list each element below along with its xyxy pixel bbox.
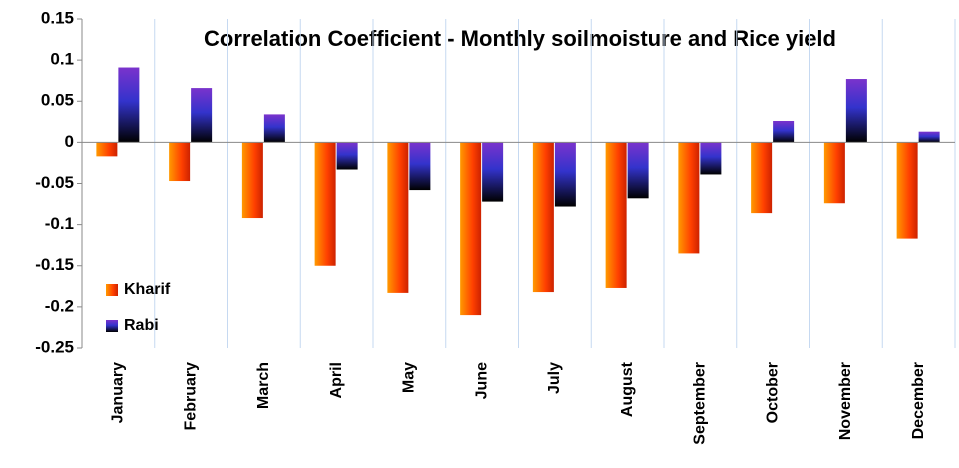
bar [191,88,213,143]
bar [918,131,940,143]
bar [336,142,358,170]
y-tick-label: 0.15 [41,8,74,27]
bar [409,142,431,191]
bar [532,142,554,293]
chart-title: Correlation Coefficient - Monthly soilmo… [204,26,836,51]
x-tick-label: October [764,362,781,423]
bar [627,142,649,199]
y-tick-label: 0.1 [50,50,74,69]
x-tick-label: March [255,362,272,409]
x-tick-label: July [546,362,563,394]
legend-swatch [106,284,118,296]
x-tick-label: June [473,362,490,399]
legend-label: Kharif [124,281,171,298]
bar [96,142,118,157]
bar [700,142,722,175]
bar [896,142,918,239]
x-tick-label: January [110,362,127,423]
bar [241,142,263,219]
bar [554,142,576,207]
y-tick-label: -0.15 [35,255,74,274]
bar [751,142,773,214]
bar [314,142,336,266]
y-tick-label: -0.05 [35,173,74,192]
x-tick-label: November [837,362,854,440]
bar [678,142,700,254]
bar [773,120,795,143]
legend-swatch [106,320,118,332]
x-tick-label: September [692,362,709,445]
x-tick-label: December [910,362,927,439]
bar [263,114,285,143]
bar [460,142,482,316]
x-tick-label: May [401,362,418,393]
bar [118,67,140,143]
y-tick-label: 0 [65,132,74,151]
bar [605,142,627,288]
y-tick-label: -0.2 [45,296,74,315]
y-tick-label: 0.05 [41,91,74,110]
x-tick-label: February [182,362,199,431]
y-tick-label: -0.25 [35,337,74,356]
bar [387,142,409,293]
bar [169,142,191,182]
y-tick-label: -0.1 [45,214,74,233]
bar [845,79,867,143]
x-tick-label: August [619,361,636,417]
bar [823,142,845,204]
x-tick-label: April [328,362,345,398]
bar [482,142,504,202]
legend-label: Rabi [124,317,159,334]
